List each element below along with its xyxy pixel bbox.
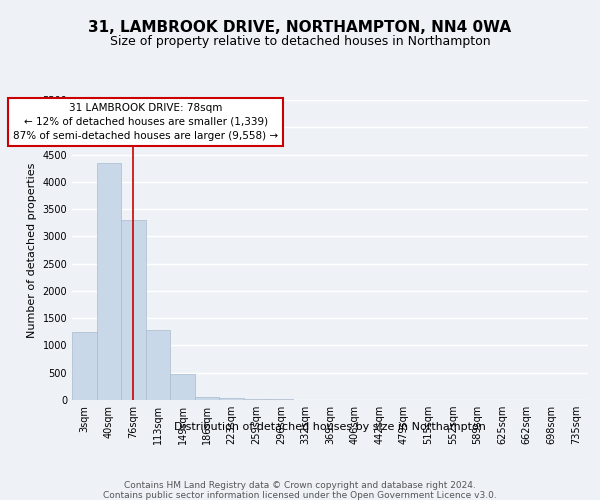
Y-axis label: Number of detached properties: Number of detached properties bbox=[27, 162, 37, 338]
Text: Size of property relative to detached houses in Northampton: Size of property relative to detached ho… bbox=[110, 35, 490, 48]
Bar bbox=[146, 330, 170, 400]
Bar bbox=[244, 399, 269, 400]
Bar bbox=[121, 220, 146, 400]
Bar bbox=[97, 162, 121, 400]
Bar bbox=[195, 398, 220, 400]
Bar bbox=[220, 398, 244, 400]
Bar bbox=[72, 332, 97, 400]
Text: 31 LAMBROOK DRIVE: 78sqm
← 12% of detached houses are smaller (1,339)
87% of sem: 31 LAMBROOK DRIVE: 78sqm ← 12% of detach… bbox=[13, 103, 278, 141]
Text: 31, LAMBROOK DRIVE, NORTHAMPTON, NN4 0WA: 31, LAMBROOK DRIVE, NORTHAMPTON, NN4 0WA bbox=[88, 20, 512, 35]
Text: Distribution of detached houses by size in Northampton: Distribution of detached houses by size … bbox=[174, 422, 486, 432]
Text: Contains HM Land Registry data © Crown copyright and database right 2024.
Contai: Contains HM Land Registry data © Crown c… bbox=[103, 481, 497, 500]
Bar bbox=[170, 374, 195, 400]
